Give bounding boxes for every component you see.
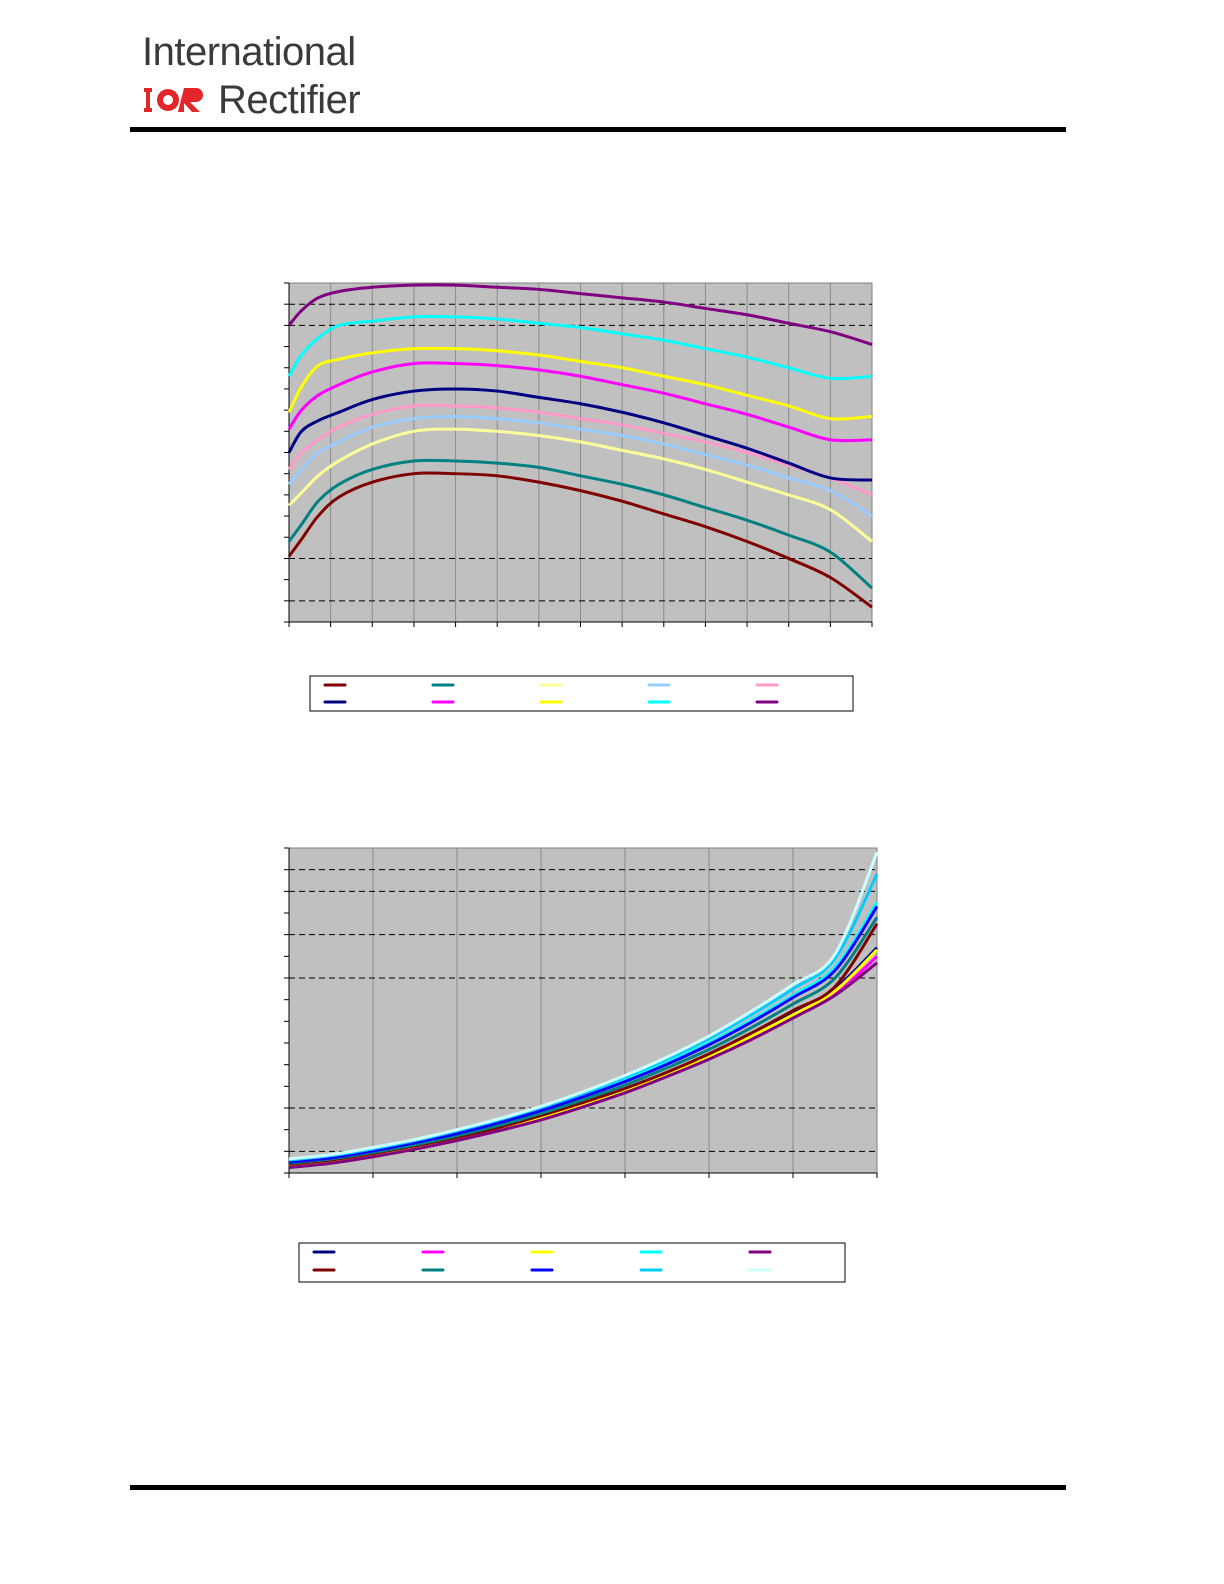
logo-line1: International [142, 30, 356, 74]
series-line-10 [287, 283, 873, 346]
legend-box-1 [309, 675, 854, 712]
series-line-8 [288, 905, 879, 1164]
series-line-2 [287, 458, 873, 590]
series-line-7 [288, 916, 879, 1165]
plot-area-2 [288, 847, 878, 1174]
logo: Rectifier [142, 77, 361, 122]
series-line-3 [288, 948, 879, 1168]
legend-box-2 [298, 1242, 846, 1283]
series-line-10 [288, 851, 879, 1161]
series-line-3 [287, 427, 873, 543]
footer-rule [130, 1485, 1066, 1490]
logo-mark-icon [144, 88, 203, 112]
header-rule [130, 127, 1066, 132]
series-line-4 [287, 414, 873, 518]
series-line-7 [287, 361, 873, 443]
series-line-1 [287, 471, 873, 609]
series-line-9 [287, 314, 873, 381]
series-line-5 [288, 961, 878, 1170]
series-line-5 [287, 403, 873, 497]
logo-line2: Rectifier [218, 77, 361, 122]
series-line-8 [287, 346, 873, 421]
series-line-6 [287, 387, 873, 482]
